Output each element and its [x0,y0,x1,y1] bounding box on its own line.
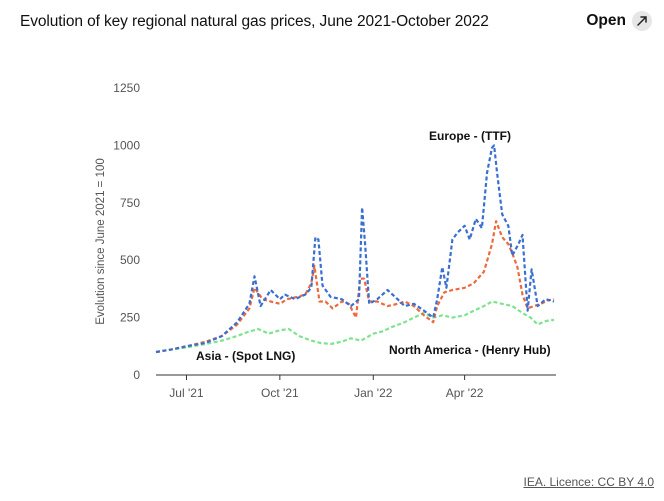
y-tick-label: 1250 [113,81,140,95]
y-tick-label: 0 [133,368,140,382]
y-tick-label: 250 [120,311,140,325]
series-line-north-america [155,300,555,354]
y-tick-label: 750 [120,196,140,210]
open-button[interactable]: Open [586,11,652,31]
x-tick-label: Jul '21 [169,386,204,400]
series-line-asia [155,220,555,354]
series-annotation: North America - (Henry Hub) [389,343,551,357]
open-label: Open [586,12,626,29]
series-annotation: Europe - (TTF) [429,129,511,143]
series-annotation: Asia - (Spot LNG) [196,349,295,363]
license-link[interactable]: IEA. Licence: CC BY 4.0 [523,475,654,489]
external-arrow-icon [632,11,652,31]
chart-title: Evolution of key regional natural gas pr… [20,13,489,30]
y-axis-label: Evolution since June 2021 = 100 [95,158,107,325]
x-tick-label: Oct '21 [261,386,299,400]
series-line-europe [155,144,555,354]
x-tick-label: Apr '22 [446,386,484,400]
x-tick-label: Jan '22 [354,386,393,400]
y-tick-label: 500 [120,253,140,267]
y-tick-label: 1000 [113,138,140,152]
